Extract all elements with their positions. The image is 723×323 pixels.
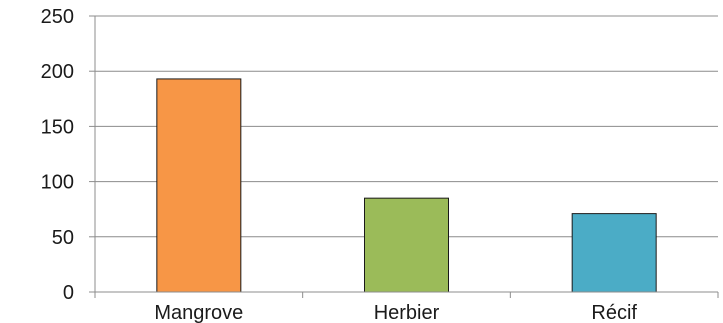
bar-recif xyxy=(571,213,657,293)
axis-layer xyxy=(89,15,719,298)
y-tick-label: 0 xyxy=(63,282,74,304)
y-tick-label: 250 xyxy=(41,6,74,28)
x-category-label: Mangrove xyxy=(154,302,243,323)
y-tick-label: 50 xyxy=(52,227,74,249)
y-tick-label: 100 xyxy=(41,172,74,194)
x-category-label: Récif xyxy=(591,302,637,323)
y-tick-label: 150 xyxy=(41,116,74,138)
bar-mangrove xyxy=(156,78,242,293)
label-layer: 0 50 100 150 200 250 Mangrove Herbier Récif xyxy=(41,6,638,323)
bar-layer xyxy=(156,78,657,293)
bar-herbier xyxy=(364,197,449,293)
x-category-label: Herbier xyxy=(374,302,440,323)
y-tick-label: 200 xyxy=(41,61,74,83)
